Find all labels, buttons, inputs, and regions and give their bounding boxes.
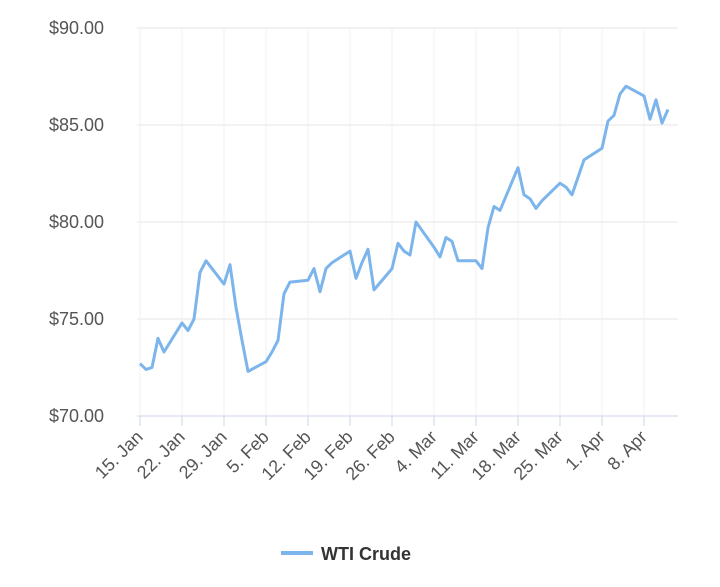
x-tick-label: 8. Apr xyxy=(603,427,650,474)
legend-label: WTI Crude xyxy=(321,544,411,564)
y-tick-label: $90.00 xyxy=(49,18,104,38)
y-tick-label: $70.00 xyxy=(49,406,104,426)
legend-item: WTI Crude xyxy=(281,544,411,564)
data-line xyxy=(138,84,670,373)
x-tick-label: 29. Jan xyxy=(175,427,231,483)
y-tick-label: $75.00 xyxy=(49,309,104,329)
y-tick-label: $85.00 xyxy=(49,115,104,135)
x-tick-label: 1. Apr xyxy=(561,427,608,474)
y-tick-label: $80.00 xyxy=(49,212,104,232)
